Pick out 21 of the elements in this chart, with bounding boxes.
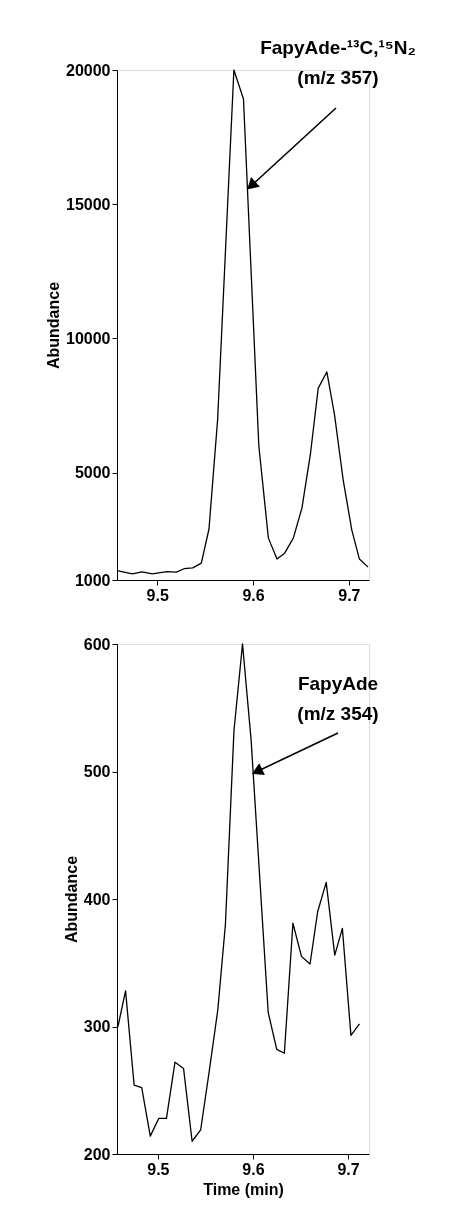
y-tick-label: 200 — [83, 1145, 111, 1163]
y-tick-label: 600 — [83, 635, 111, 653]
x-axis-title: Time (min) — [203, 1180, 284, 1198]
y-tick-label: 400 — [83, 890, 111, 908]
y-tick-label: 10000 — [66, 329, 111, 347]
annotation: FapyAde (m/z 354) — [297, 673, 379, 724]
y-tick-label: 5000 — [74, 464, 111, 482]
x-tick-label: 9.7 — [338, 586, 361, 604]
y-tick-label: 300 — [83, 1018, 111, 1035]
y-axis-title: Abundance — [62, 855, 80, 944]
y-axis-title: Abundance — [45, 281, 63, 370]
y-tick-label: 1000 — [74, 571, 111, 589]
x-tick-label: 9.7 — [337, 1160, 360, 1178]
x-tick-label: 9.5 — [146, 586, 169, 604]
y-tick-label: 20000 — [66, 61, 111, 79]
x-tick-label: 9.6 — [242, 1160, 265, 1178]
y-tick-label: 15000 — [66, 195, 111, 213]
y-tick-label: 500 — [83, 763, 111, 780]
x-tick-label: 9.5 — [147, 1160, 170, 1178]
x-tick-label: 9.6 — [242, 586, 265, 604]
annotation: FapyAde-¹³C,¹⁵N₂ (m/z 357) — [260, 37, 416, 88]
